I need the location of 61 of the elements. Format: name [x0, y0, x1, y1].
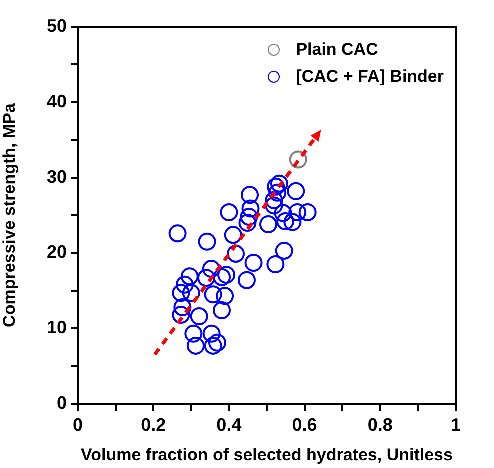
point: [287, 182, 306, 200]
point: [270, 174, 288, 193]
x-axis-title: Volume fraction of selected hydrates, Unitless: [81, 445, 453, 464]
point: [202, 324, 221, 343]
point: [184, 324, 203, 343]
point: [242, 200, 260, 218]
point: [224, 226, 242, 244]
point: [172, 284, 190, 302]
point: [202, 260, 220, 278]
point: [213, 302, 232, 320]
point: [227, 244, 246, 263]
point: [238, 271, 256, 290]
point: [298, 203, 317, 222]
point: [190, 308, 208, 326]
y-axis-title: Compressive strength, MPa: [0, 103, 19, 328]
point: [198, 269, 216, 288]
point: [220, 203, 238, 222]
point: [268, 184, 287, 202]
point: [216, 287, 234, 306]
point: [244, 254, 263, 272]
legend-label: Plain CAC: [296, 40, 378, 60]
point: [276, 212, 295, 231]
point: [267, 178, 286, 196]
point: [265, 196, 284, 215]
y-tick-label: 40: [46, 91, 67, 112]
point: [260, 216, 278, 234]
point: [198, 232, 216, 251]
y-tick-label: 20: [46, 242, 67, 262]
x-tick-label: 0.8: [368, 414, 393, 435]
y-tick-label: 10: [46, 318, 67, 338]
point: [168, 224, 187, 243]
y-tick-label: 50: [46, 16, 67, 36]
point: [274, 204, 292, 222]
point: [284, 213, 302, 232]
point: [180, 268, 199, 286]
point: [204, 336, 222, 355]
point: [186, 336, 205, 355]
point: [204, 286, 222, 304]
x-tick-label: 0.4: [216, 414, 242, 435]
x-tick-label: 0: [72, 414, 84, 435]
x-tick-label: 0.2: [141, 414, 166, 435]
x-tick-label: 0.6: [292, 414, 318, 435]
point: [172, 306, 190, 324]
point: [238, 214, 257, 232]
point: [275, 242, 294, 260]
point: [176, 276, 194, 294]
y-tick-label: 0: [56, 392, 67, 413]
legend-label: [CAC + FA] Binder: [296, 66, 444, 86]
point: [240, 208, 258, 226]
point: [289, 150, 308, 169]
x-tick-label: 1: [450, 414, 462, 435]
point: [218, 266, 236, 284]
point: [240, 186, 259, 204]
point: [213, 268, 232, 286]
point: [182, 284, 200, 302]
point: [266, 256, 285, 274]
point: [288, 203, 307, 222]
y-tick-label: 30: [46, 166, 67, 187]
point: [174, 298, 192, 316]
point: [265, 191, 284, 210]
point: [208, 334, 226, 352]
